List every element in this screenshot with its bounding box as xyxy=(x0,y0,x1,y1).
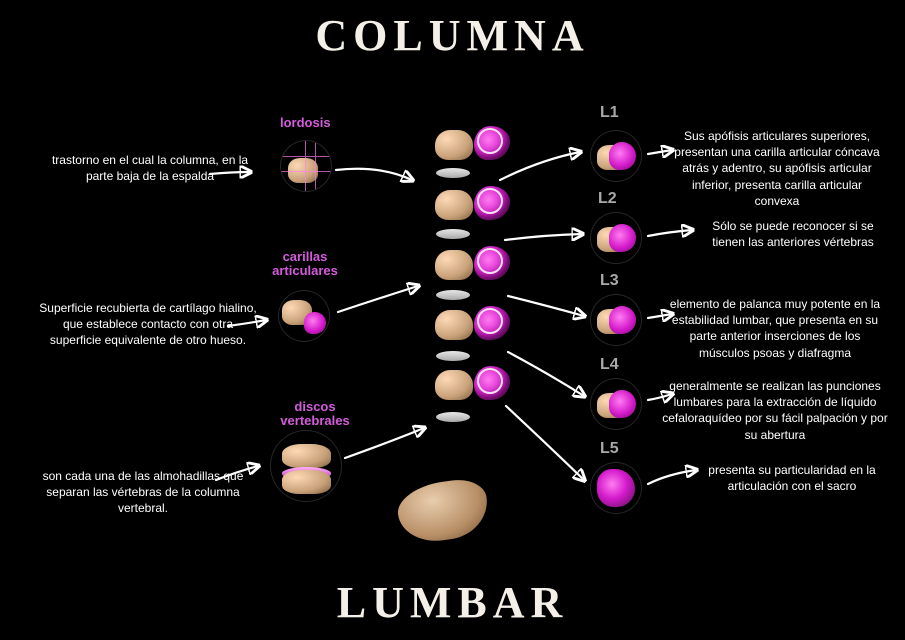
l5-thumb xyxy=(590,462,642,514)
discos-label: discos vertebrales xyxy=(275,400,355,429)
l1-desc: Sus apófisis articulares superiores, pre… xyxy=(668,128,886,209)
l3-label: L3 xyxy=(600,272,619,290)
discos-desc: son cada una de las almohadillas que sep… xyxy=(38,468,248,517)
vertebra-l4 xyxy=(435,300,495,350)
vertebra-l5 xyxy=(435,360,495,410)
vertebra-l1 xyxy=(435,120,495,170)
l3-desc: elemento de palanca muy potente en la es… xyxy=(665,296,885,361)
carillas-thumb xyxy=(278,290,330,342)
l1-thumb xyxy=(590,130,642,182)
l2-label: L2 xyxy=(598,190,617,208)
l4-thumb xyxy=(590,378,642,430)
l1-label: L1 xyxy=(600,104,619,122)
l2-desc: Sólo se puede reconocer si se tienen las… xyxy=(700,218,886,250)
l3-thumb xyxy=(590,294,642,346)
vertebra-l2 xyxy=(435,180,495,230)
lordosis-desc: trastorno en el cual la columna, en la p… xyxy=(50,152,250,184)
lordosis-thumb xyxy=(280,140,332,192)
title-top: COLUMNA xyxy=(0,10,905,61)
l4-label: L4 xyxy=(600,356,619,374)
vertebra-l3 xyxy=(435,240,495,290)
spine-diagram xyxy=(430,120,500,500)
l4-desc: generalmente se realizan las punciones l… xyxy=(660,378,890,443)
lordosis-label: lordosis xyxy=(280,116,331,130)
sacrum xyxy=(394,476,491,546)
title-bottom: LUMBAR xyxy=(0,577,905,628)
carillas-label: carillas articulares xyxy=(265,250,345,279)
l5-label: L5 xyxy=(600,440,619,458)
carillas-desc: Superficie recubierta de cartílago hiali… xyxy=(38,300,258,349)
discos-thumb xyxy=(270,430,342,502)
l2-thumb xyxy=(590,212,642,264)
l5-desc: presenta su particularidad en la articul… xyxy=(702,462,882,494)
